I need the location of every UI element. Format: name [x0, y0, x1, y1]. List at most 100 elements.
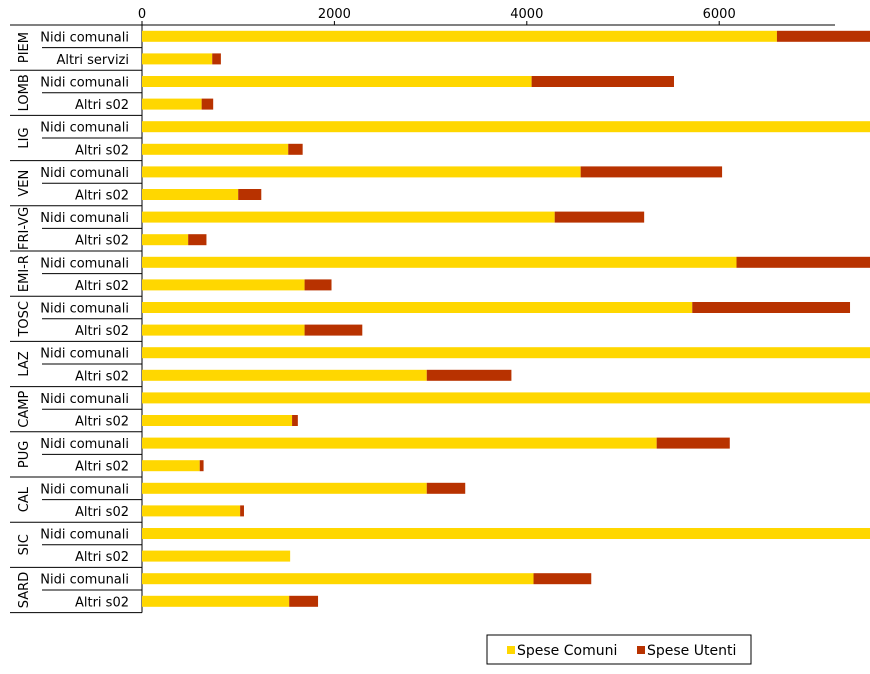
row-label: Nidi comunali	[40, 392, 129, 407]
legend-label-spese-comuni: Spese Comuni	[517, 643, 617, 659]
row-label: Nidi comunali	[40, 482, 129, 497]
bar-segment-spese-utenti	[199, 460, 204, 472]
legend-frame	[486, 634, 752, 665]
bar-segment-spese-comuni	[142, 98, 202, 110]
row-label: Altri s02	[75, 460, 129, 475]
bar-segment-spese-utenti	[736, 256, 870, 268]
row-label: Nidi comunali	[40, 302, 129, 317]
bar-segment-spese-comuni	[142, 505, 241, 517]
row-label: Altri s02	[75, 189, 129, 204]
bars-layer	[142, 30, 870, 607]
bar-segment-spese-comuni	[142, 143, 289, 155]
bar-segment-spese-comuni	[142, 302, 693, 313]
x-tick-label: 4000	[510, 7, 543, 22]
bar-segment-spese-utenti	[776, 30, 870, 42]
bar-segment-spese-comuni	[142, 53, 213, 65]
row-label: Altri s02	[75, 143, 129, 158]
bar-segment-spese-comuni	[142, 324, 305, 336]
row-label: Altri s02	[75, 595, 129, 610]
bar-segment-spese-comuni	[142, 482, 427, 494]
bar-segment-spese-comuni	[142, 573, 534, 585]
bar-segment-spese-utenti	[692, 302, 851, 313]
row-label: Nidi comunali	[40, 256, 129, 271]
region-label: LOMB	[17, 74, 32, 111]
bar-segment-spese-comuni	[142, 550, 291, 562]
bar-segment-spese-utenti	[656, 437, 730, 449]
region-label: CAL	[17, 486, 32, 512]
bar-segment-spese-comuni	[142, 121, 870, 133]
bar-segment-spese-utenti	[580, 166, 723, 178]
row-label: Altri s02	[75, 279, 129, 294]
region-label: SARD	[17, 572, 32, 608]
bar-segment-spese-utenti	[426, 369, 512, 381]
row-label: Altri s02	[75, 415, 129, 430]
row-label: Altri s02	[75, 550, 129, 565]
region-label: TOSC	[17, 301, 32, 338]
bar-segment-spese-comuni	[142, 211, 555, 223]
bar-segment-spese-utenti	[554, 211, 645, 223]
row-label: Nidi comunali	[40, 211, 129, 226]
bar-segment-spese-comuni	[142, 595, 290, 607]
region-label: PUG	[17, 441, 32, 468]
region-label: LIG	[17, 127, 32, 148]
legend-swatch-spese-utenti	[637, 646, 645, 654]
row-label: Nidi comunali	[40, 76, 129, 91]
bar-segment-spese-comuni	[142, 189, 239, 200]
row-label: Nidi comunali	[40, 347, 129, 362]
bar-segment-spese-utenti	[240, 505, 244, 517]
row-label: Altri servizi	[56, 53, 129, 68]
category-labels-layer: PIEM Nidi comunali Altri servizi LOMB Nidi c…	[17, 30, 129, 610]
bar-segment-spese-comuni	[142, 279, 305, 291]
bar-segment-spese-utenti	[533, 573, 592, 585]
bar-segment-spese-comuni	[142, 76, 532, 87]
x-tick-label: 6000	[703, 7, 736, 22]
region-label: FRI-VG	[17, 207, 32, 250]
region-label: EMI-R	[17, 255, 32, 292]
bar-segment-spese-comuni	[142, 256, 737, 268]
bar-segment-spese-utenti	[426, 482, 466, 494]
bar-segment-spese-comuni	[142, 528, 870, 539]
row-label: Altri s02	[75, 324, 129, 339]
bar-segment-spese-comuni	[142, 166, 581, 178]
region-label: SIC	[17, 534, 32, 555]
x-tick-label: 0	[138, 7, 146, 22]
row-label: Altri s02	[75, 369, 129, 384]
x-tick-label: 2000	[318, 7, 351, 22]
region-label: VEN	[17, 170, 32, 197]
bar-segment-spese-utenti	[212, 53, 221, 65]
row-label: Altri s02	[75, 98, 129, 113]
bar-segment-spese-utenti	[188, 234, 207, 246]
bar-segment-spese-utenti	[304, 279, 332, 291]
bar-segment-spese-utenti	[292, 415, 298, 426]
bar-segment-spese-utenti	[201, 98, 214, 110]
bar-segment-spese-utenti	[289, 595, 319, 607]
region-label: LAZ	[17, 351, 32, 376]
row-label: Nidi comunali	[40, 573, 129, 588]
region-label: CAMP	[17, 391, 32, 428]
bar-segment-spese-comuni	[142, 460, 200, 472]
bar-segment-spese-comuni	[142, 415, 293, 426]
bar-segment-spese-comuni	[142, 347, 870, 359]
row-label: Altri s02	[75, 234, 129, 249]
bar-segment-spese-comuni	[142, 234, 189, 246]
region-label: PIEM	[17, 32, 32, 63]
row-label: Nidi comunali	[40, 166, 129, 181]
bar-segment-spese-utenti	[531, 76, 674, 87]
bar-segment-spese-utenti	[304, 324, 363, 336]
axis-layer: 020004000600080001000012000	[10, 7, 835, 614]
bar-segment-spese-utenti	[238, 189, 262, 200]
row-label: Nidi comunali	[40, 528, 129, 543]
legend-label-spese-utenti: Spese Utenti	[647, 643, 736, 659]
bar-segment-spese-comuni	[142, 369, 427, 381]
bar-segment-spese-comuni	[142, 437, 657, 449]
row-label: Nidi comunali	[40, 30, 129, 45]
row-label: Nidi comunali	[40, 437, 129, 452]
bar-segment-spese-utenti	[288, 143, 303, 155]
row-label: Nidi comunali	[40, 121, 129, 136]
bar-segment-spese-comuni	[142, 30, 777, 42]
legend: Spese Comuni Spese Utenti	[486, 634, 752, 665]
legend-swatch-spese-comuni	[507, 646, 515, 654]
bar-segment-spese-comuni	[142, 392, 870, 404]
row-label: Altri s02	[75, 505, 129, 520]
